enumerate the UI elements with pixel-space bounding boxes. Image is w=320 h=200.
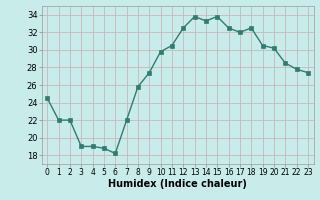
X-axis label: Humidex (Indice chaleur): Humidex (Indice chaleur) <box>108 179 247 189</box>
